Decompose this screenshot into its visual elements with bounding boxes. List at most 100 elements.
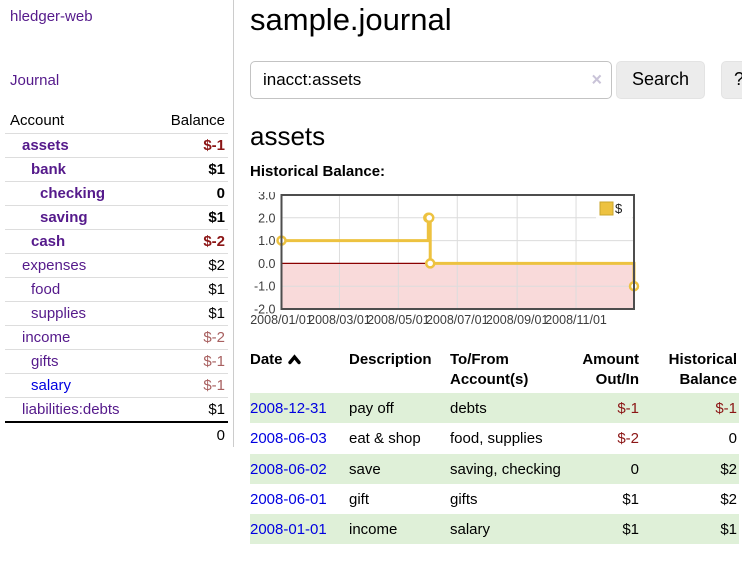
account-balance: 0 [164, 181, 228, 206]
svg-text:2008/03/01: 2008/03/01 [308, 313, 371, 327]
register-rows: 2008-12-31 pay off debts $-1 $-1 2008-06-03 ea… [250, 393, 739, 545]
svg-text:2008/11/01: 2008/11/01 [545, 313, 607, 327]
account-row: cash $-2 [5, 229, 228, 254]
account-balance: $1 [164, 205, 228, 230]
transaction-date-link[interactable]: 2008-12-31 [250, 400, 327, 418]
register-row: 2008-01-01 income salary $1 $1 [250, 514, 739, 545]
transaction-balance: $-1 [715, 400, 737, 418]
register-header-row: Date Description To/From Account(s) Amou… [250, 348, 739, 394]
clear-search-icon[interactable]: × [591, 68, 602, 89]
transaction-accounts: gifts [450, 490, 478, 508]
account-link[interactable]: assets [22, 137, 69, 154]
account-row: liabilities:debts $1 [5, 397, 228, 423]
account-link[interactable]: expenses [22, 257, 87, 274]
accounts-header-row: Account Balance [5, 109, 228, 134]
transaction-balance: $2 [720, 460, 737, 478]
register-header-description: Description [349, 350, 432, 368]
chart-heading: Historical Balance: [250, 162, 386, 180]
transaction-date-link[interactable]: 2008-06-02 [250, 460, 327, 478]
transaction-amount: $1 [622, 490, 639, 508]
transaction-accounts: debts [450, 400, 487, 418]
search-input-wrap: × [250, 60, 612, 99]
svg-text:-1.0: -1.0 [254, 279, 276, 293]
svg-text:1.0: 1.0 [258, 234, 275, 248]
accounts-header-account: Account [5, 109, 165, 134]
transaction-description: pay off [349, 400, 394, 418]
search-form: × Search ? [250, 60, 742, 99]
accounts-header-balance: Balance [164, 109, 228, 134]
account-link[interactable]: liabilities:debts [22, 401, 120, 418]
brand-link[interactable]: hledger-web [10, 8, 93, 25]
account-row: supplies $1 [5, 301, 228, 326]
accounts-total-row: 0 [5, 421, 228, 447]
account-balance: $1 [164, 157, 228, 182]
transaction-balance: 0 [728, 430, 737, 448]
svg-text:3.0: 3.0 [258, 192, 275, 203]
svg-text:$: $ [615, 201, 623, 216]
account-balance: $-1 [164, 373, 228, 398]
register-row: 2008-06-03 eat & shop food, supplies $-2 0 [250, 423, 739, 453]
transaction-description: eat & shop [349, 430, 421, 448]
account-row: assets $-1 [5, 133, 228, 158]
register-row: 2008-12-31 pay off debts $-1 $-1 [250, 393, 739, 424]
svg-text:-2.0: -2.0 [254, 302, 276, 316]
account-link[interactable]: checking [40, 185, 106, 202]
register-row: 2008-06-01 gift gifts $1 $2 [250, 484, 739, 514]
account-balance: $-2 [164, 229, 228, 254]
app-layout: hledger-web Journal Account Balance asse… [0, 0, 742, 545]
account-row: expenses $2 [5, 253, 228, 278]
account-link[interactable]: supplies [31, 305, 87, 322]
svg-text:0.0: 0.0 [258, 257, 275, 271]
transaction-description: save [349, 460, 381, 478]
transaction-date-link[interactable]: 2008-06-03 [250, 430, 327, 448]
account-heading: assets [250, 120, 326, 151]
account-link[interactable]: cash [31, 233, 66, 250]
transaction-balance: $2 [720, 490, 737, 508]
account-balance: $-2 [164, 325, 228, 350]
register-header-date[interactable]: Date [250, 348, 349, 394]
account-balance: $2 [164, 253, 228, 278]
help-button[interactable]: ? [721, 60, 742, 99]
accounts-table: Account Balance assets $-1 bank $1 checking 0… [5, 109, 228, 447]
sidebar-item-journal[interactable]: Journal [10, 72, 60, 89]
account-row: food $1 [5, 277, 228, 302]
register-table: Date Description To/From Account(s) Amou… [250, 348, 739, 545]
sort-ascending-icon [287, 352, 301, 369]
accounts-body: assets $-1 bank $1 checking 0 saving $1 cash $-2 e… [5, 133, 228, 423]
transaction-accounts: food, supplies [450, 430, 543, 448]
accounts-total-value: 0 [5, 421, 228, 447]
sidebar: hledger-web Journal Account Balance asse… [0, 0, 234, 447]
svg-text:2008/07/01: 2008/07/01 [426, 313, 489, 327]
transaction-accounts: salary [450, 521, 491, 539]
account-link[interactable]: bank [31, 161, 67, 178]
account-balance: $-1 [164, 133, 228, 158]
transaction-date-link[interactable]: 2008-01-01 [250, 521, 327, 539]
account-row: gifts $-1 [5, 349, 228, 374]
account-row: saving $1 [5, 205, 228, 230]
account-row: salary $-1 [5, 373, 228, 398]
transaction-accounts: saving, checking [450, 460, 561, 478]
svg-text:2.0: 2.0 [258, 211, 275, 225]
account-row: checking 0 [5, 181, 228, 206]
account-link[interactable]: food [31, 281, 61, 298]
transaction-description: income [349, 521, 398, 539]
account-row: income $-2 [5, 325, 228, 350]
search-input[interactable] [250, 60, 612, 99]
account-link[interactable]: income [22, 329, 71, 346]
historical-balance-chart: $3.0 2.0 1.0 0.0 -1.0 -2.02008/01/012008/03/0… [250, 192, 640, 327]
account-balance: $1 [164, 301, 228, 326]
account-link[interactable]: salary [31, 377, 72, 394]
register-header-accounts: To/From Account(s) [450, 350, 529, 388]
transaction-description: gift [349, 490, 370, 508]
account-link[interactable]: gifts [31, 353, 59, 370]
svg-text:2008/09/01: 2008/09/01 [486, 313, 549, 327]
transaction-amount: 0 [630, 460, 639, 478]
transaction-date-link[interactable]: 2008-06-01 [250, 490, 327, 508]
svg-text:2008/05/01: 2008/05/01 [367, 313, 430, 327]
register-row: 2008-06-02 save saving, checking 0 $2 [250, 453, 739, 484]
account-balance: $1 [164, 397, 228, 423]
search-button[interactable]: Search [616, 60, 706, 99]
account-link[interactable]: saving [40, 209, 88, 226]
transaction-amount: $-1 [617, 400, 639, 418]
account-balance: $1 [164, 277, 228, 302]
